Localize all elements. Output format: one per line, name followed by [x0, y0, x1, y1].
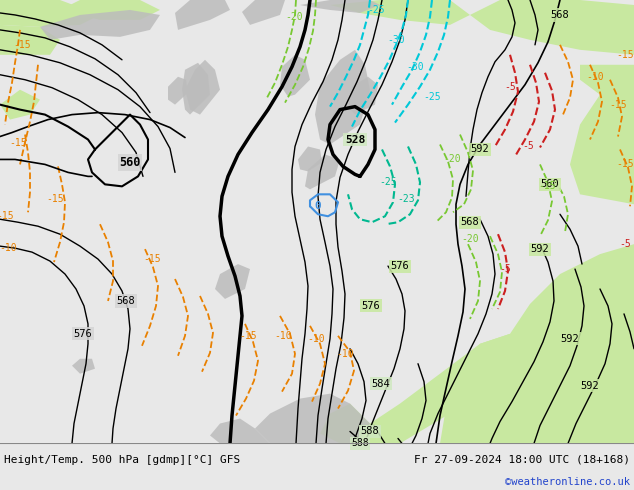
- Text: 592: 592: [531, 244, 550, 254]
- Polygon shape: [215, 264, 250, 299]
- Text: 588: 588: [351, 439, 369, 448]
- Text: Height/Temp. 500 hPa [gdmp][°C] GFS: Height/Temp. 500 hPa [gdmp][°C] GFS: [4, 455, 240, 465]
- Polygon shape: [0, 0, 100, 27]
- Polygon shape: [570, 95, 634, 204]
- Text: 576: 576: [74, 329, 93, 339]
- Text: 588: 588: [361, 426, 379, 437]
- Text: -10: -10: [307, 334, 325, 344]
- Text: -15: -15: [616, 50, 634, 60]
- Text: -20: -20: [461, 234, 479, 244]
- Polygon shape: [440, 244, 634, 443]
- Text: 568: 568: [117, 296, 136, 306]
- Polygon shape: [60, 0, 160, 20]
- Text: 568: 568: [461, 217, 479, 227]
- Text: -23: -23: [397, 195, 415, 204]
- Text: -15: -15: [46, 195, 64, 204]
- Text: 568: 568: [550, 10, 569, 20]
- Polygon shape: [0, 90, 40, 120]
- Text: -10: -10: [0, 243, 17, 253]
- Polygon shape: [348, 77, 378, 115]
- Text: -5: -5: [619, 239, 631, 249]
- Text: -15: -15: [538, 181, 556, 192]
- Text: 592: 592: [560, 334, 579, 344]
- Text: -25: -25: [367, 5, 385, 15]
- Text: -25: -25: [379, 177, 397, 187]
- Text: -15: -15: [9, 138, 27, 147]
- Text: ©weatheronline.co.uk: ©weatheronline.co.uk: [505, 477, 630, 487]
- Polygon shape: [210, 418, 270, 443]
- Text: -5: -5: [499, 264, 511, 274]
- Text: -20: -20: [443, 154, 461, 165]
- Polygon shape: [305, 154, 340, 189]
- Polygon shape: [182, 63, 210, 115]
- Polygon shape: [280, 55, 310, 97]
- Polygon shape: [580, 55, 634, 105]
- Text: 592: 592: [470, 145, 489, 154]
- Text: -15: -15: [143, 254, 161, 264]
- Text: 576: 576: [361, 301, 380, 311]
- Text: 584: 584: [372, 379, 391, 389]
- Polygon shape: [40, 10, 160, 40]
- Polygon shape: [175, 0, 230, 30]
- Polygon shape: [242, 0, 285, 25]
- Text: 560: 560: [541, 179, 559, 189]
- Text: 560: 560: [119, 156, 141, 169]
- Text: -15: -15: [616, 159, 634, 170]
- Polygon shape: [360, 334, 520, 443]
- Polygon shape: [315, 50, 370, 145]
- Text: 576: 576: [391, 261, 410, 271]
- Text: -25: -25: [423, 92, 441, 101]
- Polygon shape: [72, 359, 95, 374]
- Polygon shape: [255, 393, 370, 443]
- Text: 0: 0: [314, 201, 321, 211]
- Text: -15: -15: [13, 40, 31, 50]
- Text: -30: -30: [387, 35, 405, 45]
- Text: -5: -5: [522, 142, 534, 151]
- Polygon shape: [330, 0, 470, 25]
- Text: -30: -30: [406, 62, 424, 72]
- Text: Fr 27-09-2024 18:00 UTC (18+168): Fr 27-09-2024 18:00 UTC (18+168): [414, 455, 630, 465]
- Polygon shape: [185, 60, 220, 115]
- Text: -15: -15: [609, 99, 627, 110]
- Text: -20: -20: [285, 12, 303, 22]
- Polygon shape: [298, 147, 322, 172]
- Polygon shape: [470, 0, 634, 55]
- Text: -15: -15: [239, 331, 257, 341]
- Text: -15: -15: [0, 211, 14, 221]
- Text: -10: -10: [274, 331, 292, 341]
- Polygon shape: [168, 77, 188, 105]
- Text: 528: 528: [345, 135, 365, 145]
- Text: -10: -10: [336, 349, 354, 359]
- Text: -5: -5: [504, 82, 516, 92]
- Polygon shape: [0, 25, 60, 55]
- Text: 592: 592: [581, 381, 599, 391]
- Polygon shape: [320, 404, 370, 443]
- Text: -10: -10: [586, 72, 604, 82]
- Polygon shape: [300, 0, 380, 13]
